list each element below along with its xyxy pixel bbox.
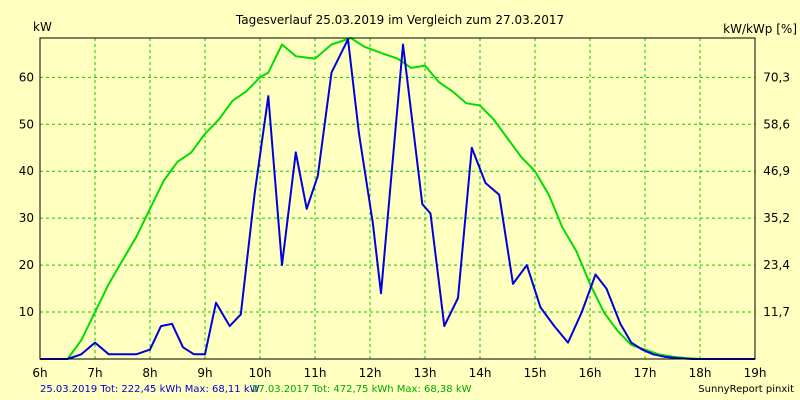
x-tick-label: 7h: [87, 366, 102, 380]
tick-labels: 6h 7h 8h 9h 10h 11h 12h 13h 14h 15h 16h 17h 18h 19h 10…: [19, 70, 790, 380]
plot-series: [40, 37, 755, 360]
y-axis-left-label: kW: [33, 20, 52, 34]
x-tick-label: 10h: [249, 366, 272, 380]
x-tick-label: 14h: [469, 366, 492, 380]
y-tick-label-left: 40: [19, 164, 34, 178]
y-axis-right-label: kW/kWp [%]: [723, 22, 797, 36]
x-tick-label: 11h: [304, 366, 327, 380]
x-tick-label: 16h: [579, 366, 602, 380]
x-tick-label: 17h: [634, 366, 657, 380]
y-tick-label-right: 35,2: [763, 211, 790, 225]
y-tick-label-right: 11,7: [763, 305, 790, 319]
y-tick-label-left: 30: [19, 211, 34, 225]
x-tick-label: 13h: [414, 366, 437, 380]
x-tick-label: 18h: [689, 366, 712, 380]
y-tick-label-left: 10: [19, 305, 34, 319]
y-tick-label-left: 50: [19, 117, 34, 131]
y-tick-label-right: 58,6: [763, 117, 790, 131]
x-tick-label: 19h: [744, 366, 767, 380]
y-tick-label-right: 46,9: [763, 164, 790, 178]
y-tick-label-right: 23,4: [763, 258, 790, 272]
x-tick-label: 12h: [359, 366, 382, 380]
chart-title: Tagesverlauf 25.03.2019 im Vergleich zum…: [235, 13, 564, 27]
y-tick-label-left: 60: [19, 70, 34, 84]
grid: [40, 38, 755, 359]
footer-credit: SunnyReport pinxit: [698, 384, 794, 395]
y-tick-label-right: 70,3: [763, 70, 790, 84]
plot-frame: [39, 37, 756, 360]
x-tick-label: 8h: [142, 366, 157, 380]
x-tick-label: 9h: [197, 366, 212, 380]
y-tick-label-left: 20: [19, 258, 34, 272]
footer-blue-series-summary: 25.03.2019 Tot: 222,45 kWh Max: 68,11 kW: [40, 384, 260, 395]
x-tick-label: 6h: [32, 366, 47, 380]
footer-green-series-summary: 27.03.2017 Tot: 472,75 kWh Max: 68,38 kW: [252, 384, 472, 395]
x-tick-label: 15h: [524, 366, 547, 380]
blue-series-line: [40, 38, 755, 360]
